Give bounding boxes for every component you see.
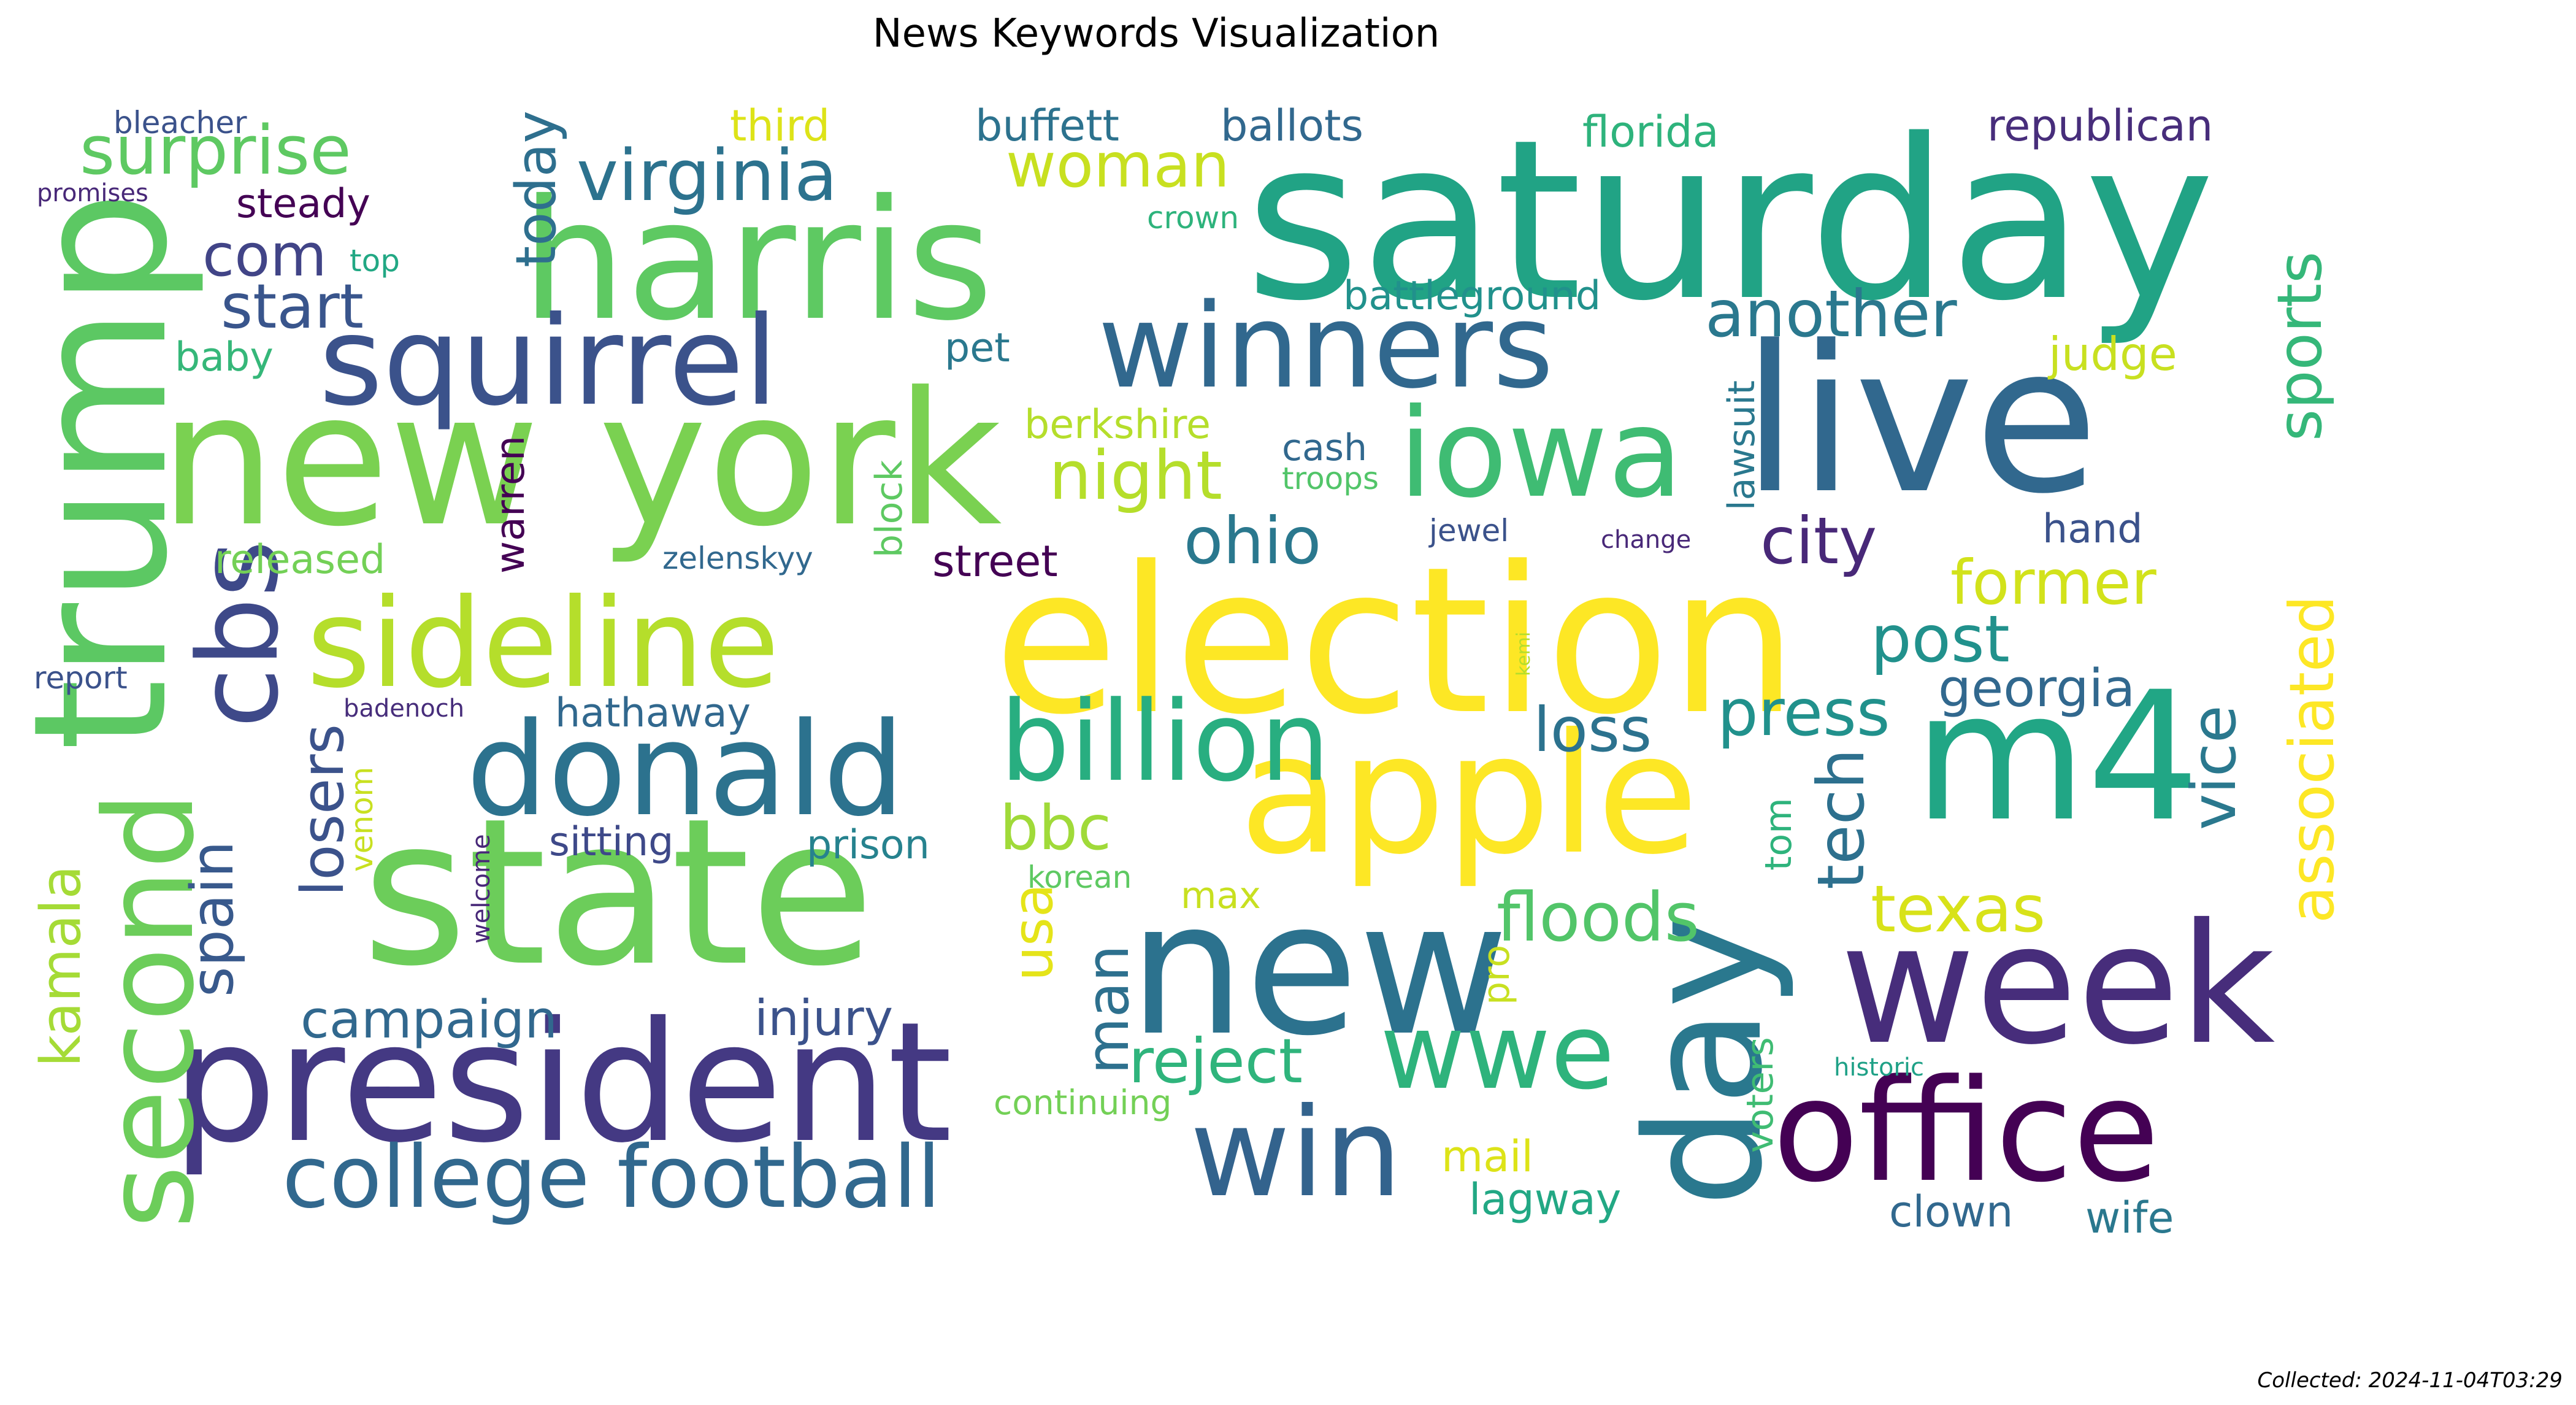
word-block: block [868, 460, 911, 558]
word-floods: floods [1497, 878, 1700, 957]
word-virginia: virginia [577, 135, 838, 217]
word-sideline: sideline [307, 572, 780, 715]
word-another: another [1705, 277, 1957, 352]
word-sitting: sitting [549, 819, 674, 865]
word-pet: pet [945, 325, 1010, 371]
word-former: former [1950, 547, 2156, 618]
word-florida: florida [1582, 107, 1719, 157]
word-night: night [1049, 436, 1222, 515]
word-cash: cash [1282, 426, 1368, 469]
word-bbc: bbc [1000, 792, 1111, 864]
word-welcome: welcome [467, 834, 496, 944]
word-wife: wife [2085, 1193, 2174, 1243]
word-president: president [172, 986, 953, 1179]
word-new: new [1129, 862, 1509, 1076]
word-battleground: battleground [1343, 273, 1601, 319]
word-crown: crown [1147, 200, 1240, 236]
word-apple: apple [1239, 698, 1699, 891]
word-mail: mail [1441, 1131, 1533, 1182]
word-zelenskyy: zelenskyy [662, 541, 813, 576]
word-venom: venom [344, 766, 380, 872]
word-texas: texas [1871, 872, 2046, 947]
word-college-football: college football [282, 1128, 941, 1228]
word-m4: m4 [1914, 654, 2201, 861]
word-baby: baby [175, 334, 274, 380]
word-winners: winners [1098, 279, 1554, 414]
word-spain: spain [179, 841, 247, 997]
collected-timestamp: Collected: 2024-11-04T03:29 [2257, 1368, 2563, 1393]
word-campaign: campaign [301, 990, 558, 1050]
word-voters: voters [1739, 1037, 1782, 1153]
word-prison: prison [807, 822, 930, 868]
word-tom: tom [1757, 798, 1800, 871]
chart-title: News Keywords Visualization [872, 11, 1440, 56]
word-max: max [1181, 874, 1261, 917]
word-republican: republican [1987, 101, 2214, 151]
word-lagway: lagway [1469, 1174, 1622, 1225]
word-injury: injury [754, 990, 894, 1047]
word-today: today [504, 110, 569, 268]
word-woman: woman [1006, 129, 1230, 201]
word-squirrel: squirrel [319, 290, 778, 433]
word-buffett: buffett [975, 101, 1119, 151]
word-new-york: new york [159, 353, 1002, 567]
word-city: city [1760, 504, 1877, 579]
word-harris: harris [521, 164, 994, 357]
word-state: state [362, 775, 875, 1010]
word-steady: steady [236, 181, 370, 227]
word-live: live [1742, 302, 2099, 538]
word-continuing: continuing [994, 1083, 1172, 1122]
word-press: press [1717, 676, 1890, 750]
word-jewel: jewel [1429, 513, 1509, 549]
word-clown: clown [1889, 1187, 2014, 1237]
word-hand: hand [2042, 506, 2143, 552]
word-usa: usa [1001, 883, 1065, 981]
word-troops: troops [1282, 461, 1379, 496]
word-korean: korean [1027, 860, 1132, 895]
word-hathaway: hathaway [555, 690, 751, 736]
word-change: change [1601, 526, 1692, 554]
word-billion: billion [1000, 678, 1330, 806]
word-com: com [202, 222, 327, 290]
word-reject: reject [1129, 1025, 1303, 1097]
word-tech: tech [1804, 748, 1879, 890]
word-georgia: georgia [1938, 658, 2136, 719]
word-berkshire: berkshire [1024, 402, 1211, 448]
word-kemi: kemi [1513, 631, 1535, 676]
word-lawsuit: lawsuit [1720, 380, 1763, 510]
word-office: office [1773, 1050, 2160, 1214]
word-badenoch: badenoch [343, 695, 465, 723]
word-third: third [730, 101, 830, 151]
word-wwe: wwe [1380, 991, 1615, 1113]
word-start: start [221, 271, 364, 342]
word-ballots: ballots [1221, 101, 1363, 151]
word-warren: warren [488, 435, 534, 574]
word-vice: vice [2178, 705, 2250, 830]
word-released: released [215, 537, 386, 583]
word-surprise: surprise [80, 111, 351, 190]
word-top: top [350, 243, 400, 279]
word-promises: promises [37, 179, 148, 207]
word-street: street [932, 536, 1058, 587]
word-pro: pro [1475, 944, 1518, 1005]
word-kamala: kamala [29, 865, 93, 1067]
word-sports: sports [2264, 251, 2336, 441]
word-iowa: iowa [1398, 382, 1684, 525]
word-saturday: saturday [1245, 92, 2215, 349]
word-week: week [1840, 888, 2275, 1081]
word-donald: donald [466, 695, 905, 845]
word-associated: associated [2276, 595, 2348, 923]
word-election: election [994, 523, 1798, 759]
word-ohio: ohio [1184, 504, 1322, 579]
word-win: win [1190, 1082, 1402, 1225]
word-loss: loss [1533, 694, 1652, 766]
word-bleacher: bleacher [113, 105, 247, 140]
word-judge: judge [2049, 327, 2177, 381]
word-historic: historic [1834, 1053, 1925, 1082]
word-report: report [34, 660, 128, 696]
word-post: post [1871, 602, 2010, 677]
